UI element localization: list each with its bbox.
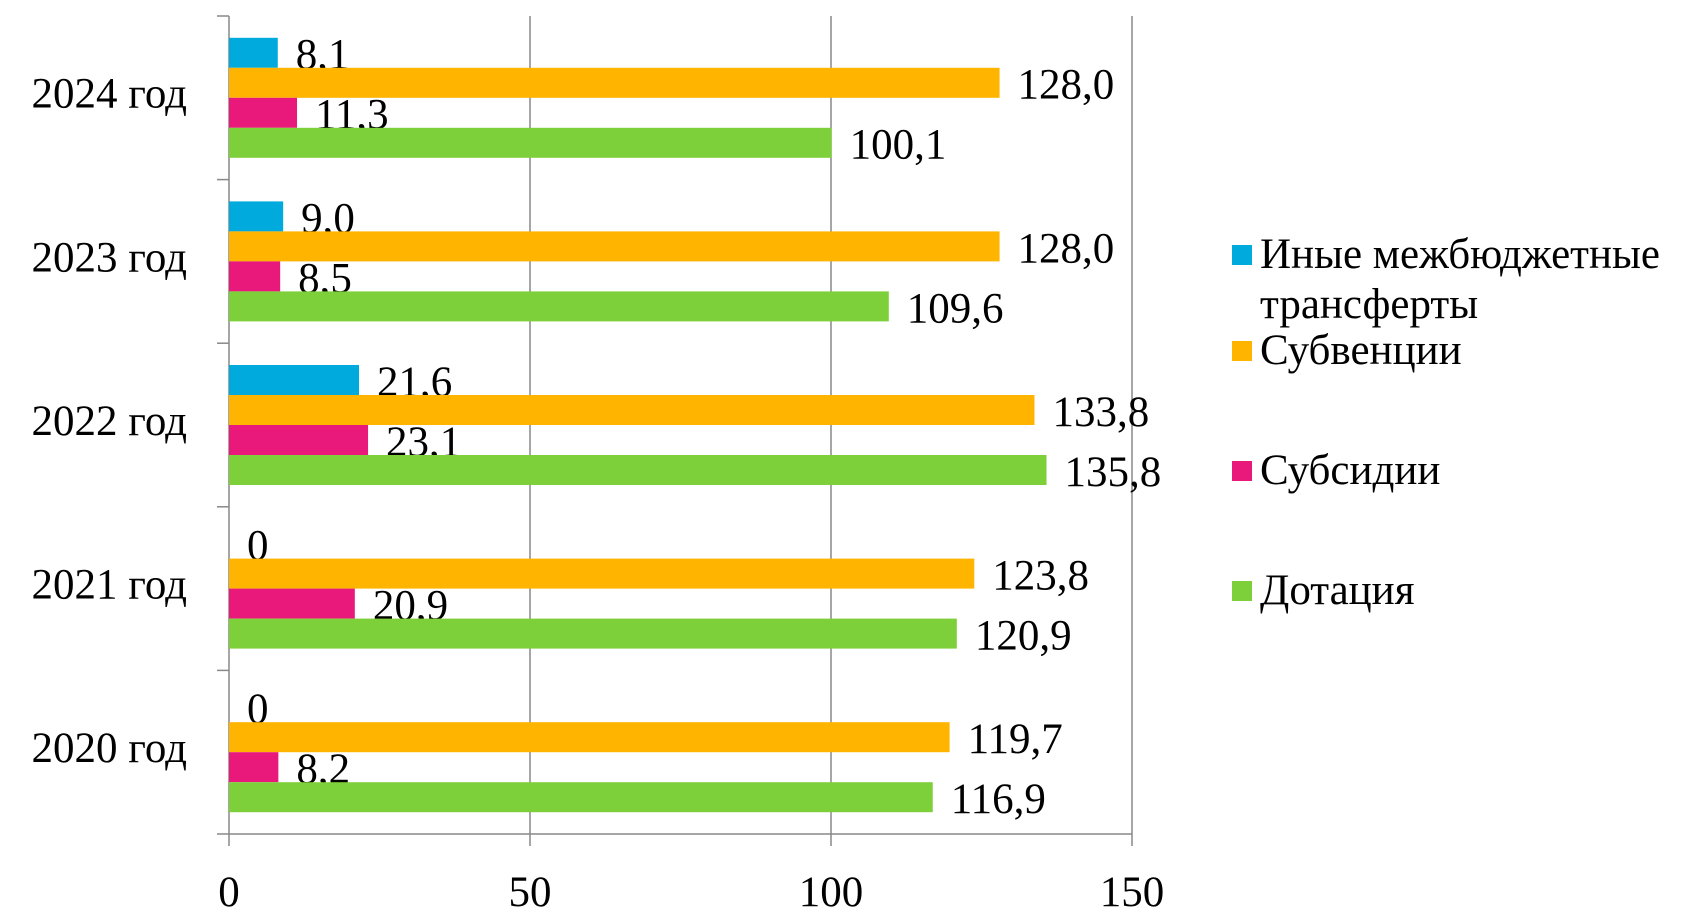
bar <box>229 395 1035 425</box>
data-label: 128,0 <box>1018 225 1115 272</box>
legend-swatch <box>1232 581 1252 601</box>
legend-swatch <box>1232 341 1252 361</box>
bar <box>229 127 832 158</box>
y-tick-label: 2020 год <box>32 725 187 772</box>
legend-label: Субсидии <box>1260 447 1441 494</box>
legend-item: Субсидии <box>1232 446 1680 496</box>
y-tick-label: 2023 год <box>32 234 187 281</box>
bar <box>229 455 1047 485</box>
x-tick-label: 100 <box>799 869 864 912</box>
bar <box>229 291 889 322</box>
bar <box>229 752 279 783</box>
bar <box>229 37 278 68</box>
y-tick-label: 2022 год <box>32 398 187 445</box>
y-tick-label: 2021 год <box>32 561 187 608</box>
x-tick-label: 0 <box>218 869 240 912</box>
data-label: 116,9 <box>951 776 1046 823</box>
legend-label: Субвенции <box>1260 327 1462 374</box>
bar <box>229 261 281 292</box>
bar <box>229 782 933 813</box>
bar <box>229 97 298 128</box>
y-tick-label: 2024 год <box>32 71 187 118</box>
legend-label: Дотация <box>1260 567 1415 614</box>
data-label: 128,0 <box>1018 62 1115 109</box>
legend-item: Иные межбюджетные трансферты <box>1232 230 1680 330</box>
data-label: 119,7 <box>968 716 1063 763</box>
data-label: 0 <box>247 686 269 733</box>
data-label: 109,6 <box>907 285 1004 332</box>
bar <box>229 558 975 589</box>
bar <box>229 588 355 619</box>
x-tick-label: 50 <box>509 869 552 912</box>
bar <box>229 425 369 455</box>
legend-item: Субвенции <box>1232 326 1680 376</box>
bar <box>229 67 1000 98</box>
bar <box>229 365 360 395</box>
data-label: 123,8 <box>992 552 1089 599</box>
data-label: 120,9 <box>975 612 1072 659</box>
legend-swatch <box>1232 461 1252 481</box>
bar <box>229 722 950 753</box>
bar <box>229 201 284 232</box>
bar <box>229 618 957 649</box>
legend-item: Дотация <box>1232 566 1680 616</box>
data-label: 135,8 <box>1065 449 1162 496</box>
x-tick-label: 150 <box>1100 869 1165 912</box>
legend-swatch <box>1232 245 1252 265</box>
data-label: 0 <box>247 522 269 569</box>
legend-label: Иные межбюджетные трансферты <box>1260 231 1660 328</box>
data-label: 133,8 <box>1052 389 1149 436</box>
bar <box>229 231 1000 262</box>
data-label: 100,1 <box>850 122 947 169</box>
